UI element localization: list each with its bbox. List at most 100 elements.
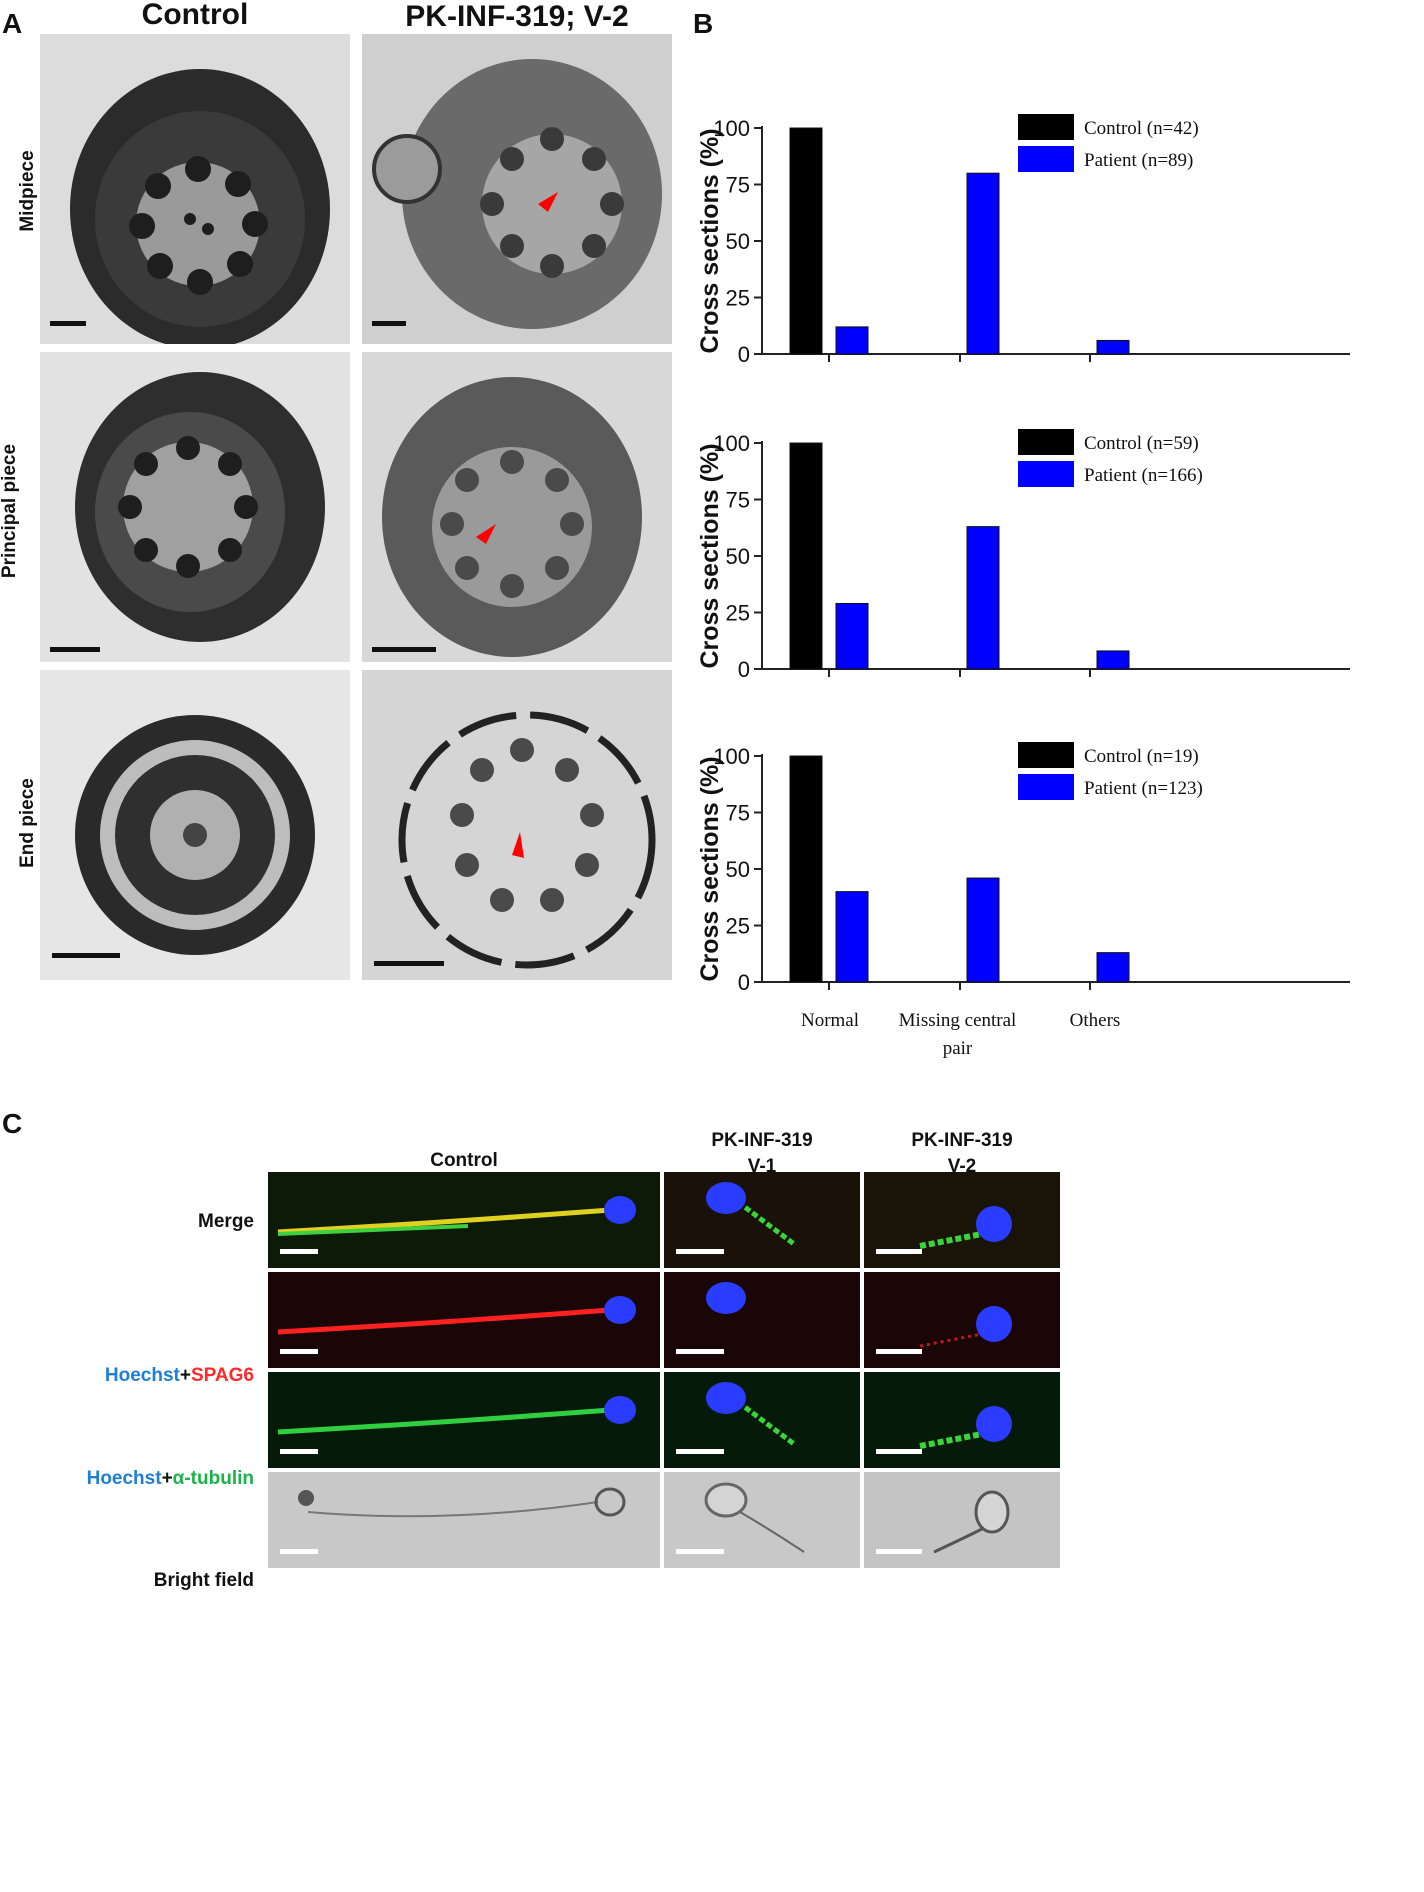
fluor-image-v2-tubulin [864,1372,1060,1468]
fluor-image-v2-spag6 [864,1272,1060,1368]
row-label-bright-field: Bright field [153,1570,254,1591]
y-tick-label: 25 [726,601,750,626]
em-image-patient-midpiece [362,34,672,344]
bar-patient [1096,650,1130,670]
legend-swatch [1018,774,1074,800]
legend-swatch [1018,461,1074,487]
row-label-hoechst-spag6: Hoechst+SPAG6 [0,1365,254,1387]
panel-c-header-v1: PK-INF-319 V-1 [664,1128,860,1180]
hoechst-text: Hoechst [86,1468,162,1489]
panel-b-letter: B [693,8,714,39]
scale-bar [676,1249,724,1254]
panel-c-header-v2: PK-INF-319 V-2 [864,1128,1060,1180]
y-tick-label: 0 [738,970,750,995]
em-image-patient-principal [362,352,672,662]
scale-bar [372,647,436,652]
scale-bar [280,1249,318,1254]
row-label-hoechst-tubulin: Hoechst+α-tubulin [0,1468,254,1490]
category-label-missing-central-pair: Missing central pair [898,1010,1017,1059]
bright-field-image-control [268,1472,660,1568]
y-tick-label: 50 [726,229,750,254]
y-tick-label: 75 [726,801,750,826]
bar-chart-midpiece: Cross sections (%) 0 25 50 75 100 Control (n=4… [690,60,1424,380]
fluor-image-v1-spag6 [664,1272,860,1368]
hoechst-text: Hoechst [104,1365,180,1386]
legend-swatch [1018,742,1074,768]
y-axis-title: Cross sections (%) [696,756,724,981]
y-tick-label: 75 [726,173,750,198]
legend-swatch [1018,429,1074,455]
bar-control [789,127,823,355]
legend-label: Patient (n=166) [1084,465,1203,486]
y-tick-label: 50 [726,857,750,882]
bar-patient [1096,339,1130,355]
scale-bar [280,1349,318,1354]
row-label-end-piece: End piece [17,778,38,868]
bar-patient [966,526,1000,670]
bright-field-image-v1 [664,1472,860,1568]
legend-swatch [1018,114,1074,140]
legend-label: Control (n=59) [1084,433,1199,454]
legend-label: Patient (n=123) [1084,778,1203,799]
fluor-image-v1-merge [664,1172,860,1268]
scale-bar [876,1549,922,1554]
legend-label: Control (n=19) [1084,746,1199,767]
category-label-normal: Normal [800,1010,860,1031]
scale-bar [280,1449,318,1454]
scale-bar [50,321,86,326]
em-image-control-midpiece [40,34,350,344]
tubulin-text: α-tubulin [172,1468,254,1489]
header-line1: Control [430,1150,498,1171]
panel-a-header-control: Control [141,0,249,31]
y-tick-label: 100 [713,116,750,141]
scale-bar [876,1449,922,1454]
bar-patient [835,602,869,670]
y-tick-label: 0 [738,657,750,682]
y-axis-title: Cross sections (%) [696,128,724,353]
fluor-image-control-spag6 [268,1272,660,1368]
scale-bar [372,321,406,326]
bar-chart-principal-piece: Cross sections (%) 0 25 50 75 100 Control (n=5… [690,375,1424,695]
em-image-control-principal [40,352,350,662]
bar-patient [835,891,869,983]
bar-patient [966,172,1000,355]
bar-chart-midpiece-svg: Cross sections (%) 0 25 50 75 100 Control (n=4… [696,114,1350,367]
bright-field-image-v2 [864,1472,1060,1568]
row-label-principal-piece: Principal piece [0,443,20,579]
header-line2: V-1 [747,1156,777,1177]
spag6-text: SPAG6 [190,1365,254,1386]
y-tick-label: 75 [726,488,750,513]
bar-patient [835,326,869,355]
bar-chart-principal-svg: Cross sections (%) 0 25 50 75 100 Control (n=5… [696,429,1350,682]
scale-bar [676,1349,724,1354]
scale-bar [876,1249,922,1254]
legend-swatch [1018,146,1074,172]
y-tick-label: 25 [726,286,750,311]
scale-bar [50,647,100,652]
legend-label: Patient (n=89) [1084,150,1193,171]
fluor-image-v2-merge [864,1172,1060,1268]
y-tick-label: 0 [738,342,750,367]
bar-patient [1096,952,1130,983]
legend-label: Control (n=42) [1084,118,1199,139]
bar-chart-end-svg: Cross sections (%) 0 25 50 75 100 Control (n=1… [696,742,1350,995]
fluor-image-v1-tubulin [664,1372,860,1468]
row-label-midpiece: Midpiece [17,150,38,232]
scale-bar [676,1449,724,1454]
scale-bar [876,1349,922,1354]
plus-text: + [161,1468,173,1489]
plus-text: + [179,1365,191,1386]
row-label-merge: Merge [198,1211,254,1232]
y-tick-label: 25 [726,914,750,939]
bar-patient [966,877,1000,983]
scale-bar [676,1549,724,1554]
y-tick-label: 100 [713,744,750,769]
scale-bar [52,953,120,958]
fluor-image-control-merge [268,1172,660,1268]
panel-c-header-control: Control [268,1148,660,1174]
bar-chart-end-piece: Cross sections (%) 0 25 50 75 100 Control (n=1… [690,688,1424,1008]
panel-a-letter: A [2,8,23,39]
scale-bar [374,961,444,966]
y-tick-label: 50 [726,544,750,569]
y-axis-title: Cross sections (%) [696,443,724,668]
